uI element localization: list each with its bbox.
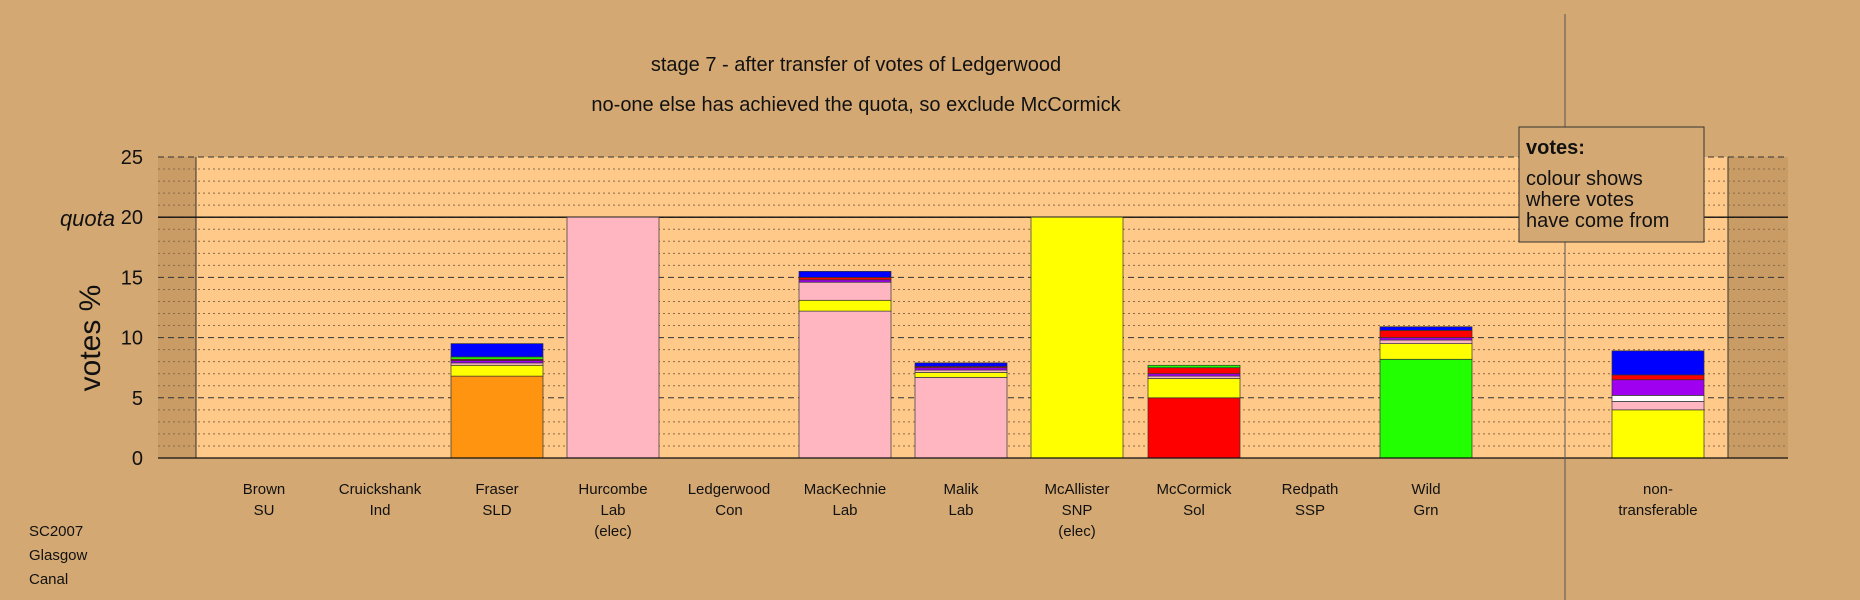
chart-subtitle: no-one else has achieved the quota, so e…: [591, 94, 1121, 116]
candidate-label-non-transferable: transferable: [1618, 502, 1697, 519]
bar-segment-malik-lab-0: [914, 376, 1008, 459]
candidate-label-cruickshank-ind: Cruickshank: [339, 481, 422, 498]
candidate-label-mccormick-sol: Sol: [1183, 502, 1205, 519]
bar-segment-wild-grn-1: [1379, 343, 1473, 360]
candidate-label-wild-grn: Grn: [1413, 502, 1438, 519]
bar-segment-mcallister-snp-0: [1030, 216, 1124, 459]
legend-line-1: colour shows: [1526, 168, 1643, 190]
bar-segment-malik-lab-1: [914, 372, 1008, 378]
bar-segment-fraser-sld-5: [450, 356, 544, 360]
candidate-label-mackechnie-lab: MacKechnie: [804, 481, 887, 498]
candidate-label-mcallister-snp: (elec): [1058, 523, 1096, 540]
bar-segment-fraser-sld-2: [450, 362, 544, 366]
y-tick-label: 15: [121, 267, 143, 289]
legend-title: votes:: [1526, 137, 1585, 159]
bar-segment-wild-grn-0: [1379, 358, 1473, 459]
bar-segment-wild-grn-4: [1379, 330, 1473, 338]
candidate-label-malik-lab: Malik: [943, 481, 979, 498]
candidate-label-mccormick-sol: McCormick: [1157, 481, 1232, 498]
bar-segment-mackechnie-lab-5: [798, 271, 892, 278]
bar-segment-mackechnie-lab-2: [798, 281, 892, 301]
bar-segment-mccormick-sol-0: [1147, 397, 1241, 459]
legend-line-2: where votes: [1525, 189, 1634, 211]
bar-segment-hurcombe-lab-0: [566, 216, 660, 459]
bar-segment-fraser-sld-6: [450, 343, 544, 358]
bar-segment-mackechnie-lab-0: [798, 310, 892, 459]
bar-segment-malik-lab-5: [914, 362, 1008, 367]
candidate-label-fraser-sld: Fraser: [475, 481, 518, 498]
y-tick-label: 5: [132, 388, 143, 410]
candidate-label-wild-grn: Wild: [1411, 481, 1440, 498]
chart-title: stage 7 - after transfer of votes of Led…: [651, 54, 1061, 76]
bar-segment-wild-grn-2: [1379, 339, 1473, 344]
y-tick-label: 0: [132, 448, 143, 470]
quota-label: quota: [60, 206, 115, 231]
y-axis-label: votes %: [74, 285, 107, 392]
candidate-label-ledgerwood-con: Con: [715, 502, 743, 519]
bar-segment-non-transferable-2: [1611, 395, 1705, 402]
footer: SC2007 Glasgow Canal: [29, 523, 88, 588]
footer-line-1: SC2007: [29, 523, 83, 540]
candidate-label-redpath-ssp: Redpath: [1282, 481, 1339, 498]
y-tick-label: 10: [121, 328, 143, 350]
footer-line-2: Glasgow: [29, 547, 88, 564]
right-margin-band: [1728, 157, 1788, 458]
y-tick-label: 25: [121, 147, 143, 169]
candidate-label-ledgerwood-con: Ledgerwood: [688, 481, 771, 498]
bar-segment-malik-lab-3: [914, 367, 1008, 371]
candidate-label-mcallister-snp: McAllister: [1044, 481, 1109, 498]
footer-line-3: Canal: [29, 571, 68, 588]
bar-segment-wild-grn-3: [1379, 337, 1473, 341]
bar-segment-fraser-sld-3: [450, 360, 544, 364]
bar-segment-mccormick-sol-5: [1147, 364, 1241, 369]
legend-box: [1518, 126, 1705, 243]
bar-segment-mackechnie-lab-1: [798, 299, 892, 312]
bar-segment-non-transferable-0: [1611, 409, 1705, 459]
candidate-label-hurcombe-lab: (elec): [594, 523, 632, 540]
candidate-labels: Brown SU Cruickshank Ind Fraser SLD Hurcombe La…: [243, 481, 1698, 540]
candidate-label-mcallister-snp: SNP: [1062, 502, 1093, 519]
bar-segment-non-transferable-4: [1611, 374, 1705, 381]
bars: [158, 216, 1788, 459]
candidate-label-brown-su: Brown: [243, 481, 286, 498]
candidate-label-hurcombe-lab: Hurcombe: [578, 481, 647, 498]
bar-segment-fraser-sld-0: [450, 375, 544, 459]
y-axis: 0 5 10 15 20 25: [121, 147, 143, 470]
bar-segment-non-transferable-5: [1611, 350, 1705, 376]
candidate-label-mackechnie-lab: Lab: [832, 502, 857, 519]
bar-segment-mackechnie-lab-3: [798, 279, 892, 283]
bar-segment-fraser-sld-1: [450, 364, 544, 377]
bar-segment-mccormick-sol-3: [1147, 373, 1241, 377]
candidate-label-non-transferable: non-: [1643, 481, 1673, 498]
legend-line-3: have come from: [1526, 210, 1669, 232]
legend: votes: colour shows where votes have com…: [1518, 126, 1705, 243]
bar-segment-mccormick-sol-4: [1147, 367, 1241, 375]
candidate-label-fraser-sld: SLD: [482, 502, 511, 519]
candidate-label-malik-lab: Lab: [948, 502, 973, 519]
bar-segment-mccormick-sol-2: [1147, 375, 1241, 379]
bar-segment-non-transferable-1: [1611, 401, 1705, 411]
bar-segment-malik-lab-2: [914, 369, 1008, 373]
candidate-label-hurcombe-lab: Lab: [600, 502, 625, 519]
bar-segment-mackechnie-lab-4: [798, 277, 892, 281]
bar-segment-mccormick-sol-1: [1147, 378, 1241, 399]
left-margin-band: [158, 157, 196, 458]
y-tick-label: 20: [121, 207, 143, 229]
bar-segment-non-transferable-3: [1611, 379, 1705, 396]
candidate-label-cruickshank-ind: Ind: [370, 502, 391, 519]
candidate-label-redpath-ssp: SSP: [1295, 502, 1325, 519]
candidate-label-brown-su: SU: [254, 502, 275, 519]
bar-segment-wild-grn-5: [1379, 326, 1473, 331]
